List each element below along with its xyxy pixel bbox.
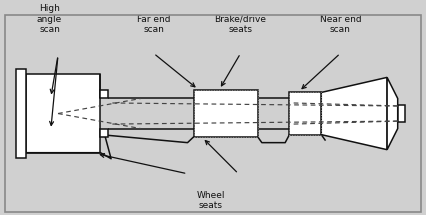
- Bar: [398, 106, 406, 121]
- Bar: [101, 91, 108, 98]
- Bar: [26, 74, 101, 153]
- Bar: [194, 91, 258, 137]
- Bar: [16, 69, 26, 158]
- Bar: [289, 92, 321, 135]
- Text: High
angle
scan: High angle scan: [37, 4, 62, 34]
- Text: Near end
scan: Near end scan: [320, 15, 361, 34]
- Bar: [194, 91, 258, 137]
- Text: Wheel
seats: Wheel seats: [197, 191, 225, 210]
- Polygon shape: [387, 77, 398, 150]
- Polygon shape: [321, 77, 387, 150]
- Text: Far end
scan: Far end scan: [137, 15, 170, 34]
- Bar: [289, 92, 321, 135]
- Text: Brake/drive
seats: Brake/drive seats: [215, 15, 267, 34]
- Bar: [101, 129, 108, 137]
